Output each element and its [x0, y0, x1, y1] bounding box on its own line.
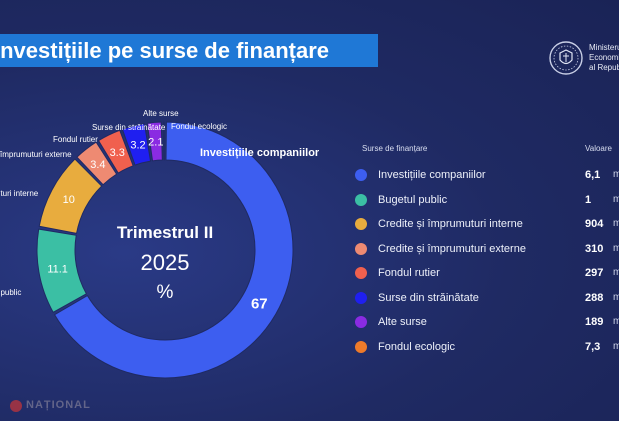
legend-dot-icon	[355, 341, 367, 353]
legend-unit: m	[613, 292, 619, 303]
slice-category-label: Alte surse	[143, 109, 179, 118]
legend-row: Credite și împrumuturi interne 904 m	[355, 215, 619, 235]
legend-unit: m	[613, 341, 619, 352]
slice-category-label: Investițiile companiilor	[200, 147, 320, 159]
slice-category-label: Surse din străinătate	[92, 123, 166, 132]
legend-label: Credite și împrumuturi interne	[378, 218, 523, 230]
legend-value: 288	[585, 292, 604, 304]
legend-dot-icon	[355, 316, 367, 328]
watermark-logo-icon	[10, 400, 22, 412]
legend-value: 189	[585, 316, 604, 328]
donut-slice	[146, 121, 163, 162]
donut-slice	[76, 141, 118, 186]
column-header-source: Surse de finanțare	[362, 144, 428, 153]
watermark: NAȚIONAL	[26, 399, 91, 411]
page-title: Investițiile pe surse de finanțare	[0, 38, 330, 63]
legend-row: Investițiile companiilor 6,1 m	[355, 166, 619, 186]
legend-unit: m	[613, 194, 619, 205]
legend-value: 6,1	[585, 169, 601, 181]
slice-value-label: 3.4	[90, 159, 105, 171]
slice-category-label: uturi interne	[0, 189, 39, 198]
legend-label: Bugetul public	[378, 194, 448, 206]
legend-row: Credite și împrumuturi externe 310 m	[355, 240, 619, 260]
slice-category-label: Fondul ecologic	[171, 122, 227, 131]
legend-value: 904	[585, 218, 604, 230]
donut-slice	[54, 121, 294, 379]
legend-unit: m	[613, 316, 619, 327]
legend-dot-icon	[355, 267, 367, 279]
legend-dot-icon	[355, 194, 367, 206]
donut-slice	[36, 228, 87, 313]
legend-label: Fondul rutier	[378, 267, 440, 279]
legend-row: Fondul rutier 297 m	[355, 264, 619, 284]
legend-label: Surse din străinătate	[378, 292, 479, 304]
legend-dot-icon	[355, 243, 367, 255]
legend-unit: m	[613, 267, 619, 278]
donut-center-text: Trimestrul II	[117, 223, 213, 242]
donut-slice	[163, 121, 165, 161]
legend-row: Surse din străinătate 288 m	[355, 289, 619, 309]
ministry-line: Ministerul	[589, 43, 619, 52]
legend-value: 1	[585, 194, 592, 206]
legend-unit: m	[613, 243, 619, 254]
slice-category-label: împrumuturi externe	[0, 150, 72, 159]
legend-label: Investițiile companiilor	[378, 169, 486, 181]
legend-unit: m	[613, 218, 619, 229]
donut-center-text: %	[157, 282, 174, 303]
slice-value-label: 67	[251, 296, 268, 313]
legend-value: 7,3	[585, 341, 601, 353]
legend-label: Credite și împrumuturi externe	[378, 243, 526, 255]
slice-value-label: 3.3	[110, 147, 125, 159]
slice-value-label: 11.1	[47, 264, 68, 276]
donut-slice	[121, 123, 152, 166]
donut-center-text: 2025	[141, 250, 190, 275]
legend-row: Bugetul public 1 m	[355, 191, 619, 211]
slice-value-label: 3.2	[130, 139, 145, 151]
slice-category-label: Fondul rutier	[53, 135, 98, 144]
legend-row: Alte surse 189 m	[355, 313, 619, 333]
slice-value-label: 2.1	[148, 136, 163, 148]
legend-dot-icon	[355, 218, 367, 230]
ministry-line: al Republicii	[589, 63, 619, 72]
donut-slice	[38, 158, 103, 234]
title-banner	[0, 34, 378, 67]
slice-value-label: 10	[63, 194, 75, 206]
ministry-line: Economiei	[589, 53, 619, 62]
legend-row: Fondul ecologic 7,3 m	[355, 338, 619, 358]
donut-slice	[98, 129, 134, 174]
legend-value: 297	[585, 267, 604, 279]
legend-dot-icon	[355, 169, 367, 181]
coat-of-arms-icon	[549, 41, 583, 75]
legend-label: Alte surse	[378, 316, 427, 328]
slice-category-label: ul public	[0, 288, 21, 297]
column-header-value: Valoare	[585, 144, 612, 153]
ministry-name: Ministerul Economiei al Republicii	[589, 43, 619, 73]
legend-unit: m	[613, 169, 619, 180]
legend-dot-icon	[355, 292, 367, 304]
legend-value: 310	[585, 243, 604, 255]
legend-label: Fondul ecologic	[378, 341, 456, 353]
